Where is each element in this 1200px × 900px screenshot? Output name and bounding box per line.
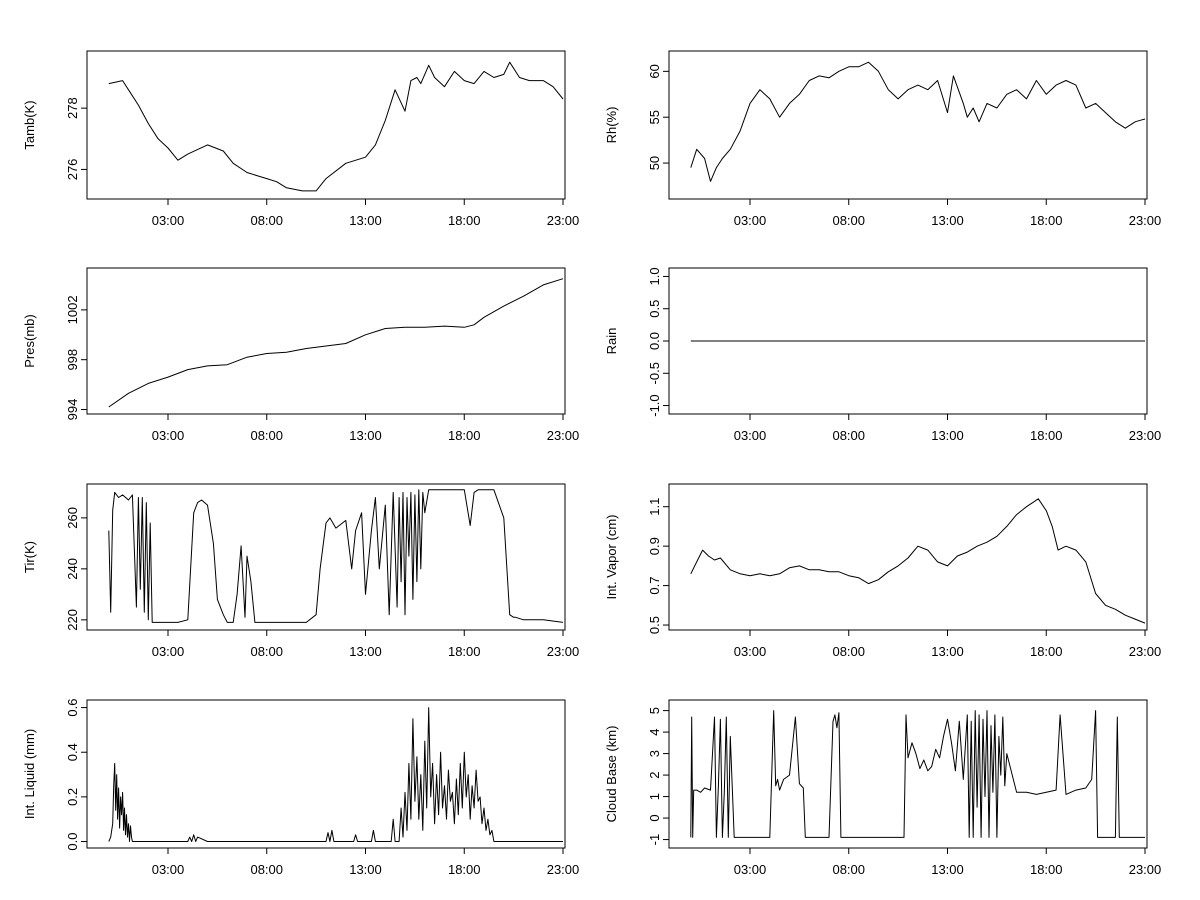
panel-frame	[86, 267, 566, 415]
x-tick-label: 03:00	[152, 213, 185, 228]
x-tick-label: 13:00	[349, 213, 382, 228]
y-axis-label: Int. Vapor (cm)	[604, 514, 619, 599]
panel-frame	[668, 50, 1148, 200]
y-tick-label: 4	[647, 728, 662, 735]
y-tick-label: 0.2	[65, 788, 80, 806]
x-tick-label: 03:00	[734, 213, 767, 228]
x-tick-label: 08:00	[832, 862, 865, 877]
y-tick-label: 994	[65, 399, 80, 421]
y-tick-label: 0.6	[65, 699, 80, 717]
series-line	[108, 278, 564, 408]
x-tick-label: 08:00	[250, 862, 283, 877]
x-tick-label: 08:00	[250, 644, 283, 659]
x-tick-label: 13:00	[931, 213, 964, 228]
x-tick-label: 18:00	[1030, 862, 1063, 877]
y-tick-label: 0	[647, 814, 662, 821]
y-axis-label: Rh(%)	[604, 107, 619, 144]
y-tick-label: 0.9	[647, 537, 662, 555]
y-tick-label: 1.1	[647, 498, 662, 516]
panel-frame	[668, 699, 1148, 849]
x-tick-label: 18:00	[448, 862, 481, 877]
x-tick-label: 13:00	[349, 862, 382, 877]
panel-frame	[86, 483, 566, 631]
x-tick-label: 08:00	[832, 213, 865, 228]
series-line	[690, 498, 1146, 624]
y-tick-label: 220	[65, 609, 80, 631]
y-axis-label: Cloud Base (km)	[604, 726, 619, 823]
x-tick-label: 03:00	[734, 862, 767, 877]
x-tick-label: 18:00	[1030, 213, 1063, 228]
x-tick-label: 13:00	[349, 644, 382, 659]
y-tick-label: 55	[647, 110, 662, 124]
x-tick-label: 03:00	[152, 644, 185, 659]
panel-frame	[86, 50, 566, 200]
y-tick-label: 60	[647, 64, 662, 78]
x-tick-label: 13:00	[931, 428, 964, 443]
y-tick-label: 0.5	[647, 300, 662, 318]
series-line	[108, 61, 564, 192]
series-line	[108, 707, 563, 842]
y-tick-label: -1.0	[647, 394, 662, 416]
x-tick-label: 08:00	[250, 213, 283, 228]
y-tick-label: 1.0	[647, 267, 662, 285]
y-axis-label: Tamb(K)	[22, 100, 37, 149]
y-tick-label: 5	[647, 707, 662, 714]
y-axis-label: Tir(K)	[22, 541, 37, 573]
y-tick-label: 1	[647, 793, 662, 800]
x-tick-label: 23:00	[547, 644, 580, 659]
y-tick-label: 0.0	[647, 332, 662, 350]
x-tick-label: 08:00	[832, 644, 865, 659]
x-tick-label: 18:00	[448, 644, 481, 659]
series-line	[690, 61, 1146, 182]
panel-frame	[86, 699, 566, 849]
x-tick-label: 23:00	[547, 213, 580, 228]
y-tick-label: 50	[647, 156, 662, 170]
x-tick-label: 18:00	[448, 428, 481, 443]
y-tick-label: 278	[65, 97, 80, 119]
x-tick-label: 03:00	[734, 428, 767, 443]
y-tick-label: -1	[647, 834, 662, 846]
y-tick-label: 1002	[65, 295, 80, 324]
x-tick-label: 13:00	[931, 644, 964, 659]
y-tick-label: 2	[647, 771, 662, 778]
x-tick-label: 23:00	[547, 428, 580, 443]
y-tick-label: 276	[65, 159, 80, 181]
y-tick-label: 0.7	[647, 577, 662, 595]
y-tick-label: 998	[65, 349, 80, 371]
y-axis-label: Pres(mb)	[22, 314, 37, 367]
x-tick-label: 08:00	[250, 428, 283, 443]
x-tick-label: 03:00	[152, 428, 185, 443]
y-tick-label: 240	[65, 558, 80, 580]
x-tick-label: 23:00	[1129, 862, 1162, 877]
x-tick-label: 13:00	[931, 862, 964, 877]
y-tick-label: 260	[65, 507, 80, 529]
y-tick-label: -0.5	[647, 362, 662, 384]
x-tick-label: 23:00	[1129, 213, 1162, 228]
y-tick-label: 0.4	[65, 743, 80, 761]
x-tick-label: 03:00	[734, 644, 767, 659]
x-tick-label: 08:00	[832, 428, 865, 443]
x-tick-label: 03:00	[152, 862, 185, 877]
series-line	[108, 489, 564, 623]
y-axis-label: Int. Liquid (mm)	[22, 729, 37, 819]
x-tick-label: 23:00	[1129, 428, 1162, 443]
y-tick-label: 0.0	[65, 832, 80, 850]
panel-frame	[668, 483, 1148, 631]
x-tick-label: 23:00	[547, 862, 580, 877]
x-tick-label: 13:00	[349, 428, 382, 443]
y-tick-label: 3	[647, 750, 662, 757]
y-tick-label: 0.5	[647, 616, 662, 634]
x-tick-label: 18:00	[1030, 428, 1063, 443]
y-axis-label: Rain	[604, 328, 619, 355]
x-tick-label: 18:00	[1030, 644, 1063, 659]
x-tick-label: 23:00	[1129, 644, 1162, 659]
x-tick-label: 18:00	[448, 213, 481, 228]
series-line	[690, 710, 1145, 838]
